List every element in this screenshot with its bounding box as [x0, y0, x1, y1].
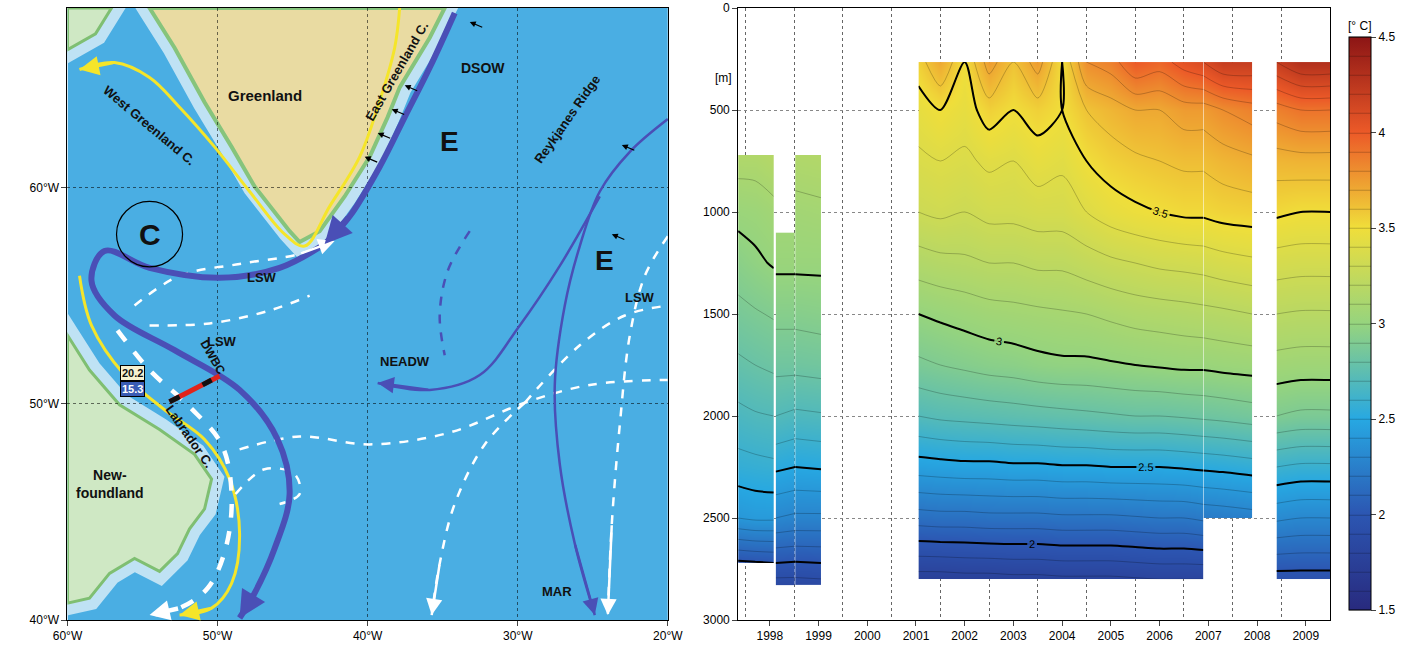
svg-text:15.3: 15.3	[122, 383, 143, 395]
svg-text:60°W: 60°W	[53, 629, 83, 643]
svg-text:East Greenland C.: East Greenland C.	[362, 19, 431, 123]
svg-text:2004: 2004	[1049, 629, 1076, 643]
svg-text:1000: 1000	[703, 205, 730, 219]
svg-text:40°W: 40°W	[30, 613, 60, 627]
svg-text:LSW: LSW	[625, 290, 655, 305]
svg-text:2.5: 2.5	[1378, 412, 1395, 426]
svg-text:2: 2	[1378, 508, 1385, 522]
svg-text:LSW: LSW	[207, 334, 237, 349]
svg-text:500: 500	[710, 103, 730, 117]
svg-text:1.5: 1.5	[1378, 603, 1395, 617]
svg-text:50°W: 50°W	[203, 629, 233, 643]
svg-text:3: 3	[1378, 317, 1385, 331]
svg-text:4.5: 4.5	[1378, 30, 1395, 44]
svg-text:West Greenland C.: West Greenland C.	[100, 83, 198, 169]
svg-text:[m]: [m]	[715, 71, 732, 85]
svg-text:C: C	[139, 218, 161, 251]
svg-text:NEADW: NEADW	[380, 354, 430, 369]
svg-text:E: E	[595, 245, 614, 276]
svg-text:3.5: 3.5	[1151, 204, 1169, 220]
svg-text:E: E	[440, 126, 459, 157]
svg-text:2000: 2000	[703, 409, 730, 423]
svg-text:1999: 1999	[805, 629, 832, 643]
svg-text:40°W: 40°W	[353, 629, 383, 643]
svg-text:2008: 2008	[1244, 629, 1271, 643]
svg-text:2: 2	[1029, 538, 1035, 550]
svg-text:Greenland: Greenland	[228, 87, 302, 104]
svg-text:20°W: 20°W	[653, 629, 683, 643]
svg-text:0: 0	[723, 1, 730, 15]
svg-text:LSW: LSW	[247, 270, 277, 285]
svg-text:DSOW: DSOW	[461, 60, 505, 76]
svg-text:[° C]: [° C]	[1348, 19, 1371, 33]
svg-text:DWBC: DWBC	[197, 337, 228, 377]
svg-text:2005: 2005	[1097, 629, 1124, 643]
svg-text:1500: 1500	[703, 307, 730, 321]
svg-text:60°W: 60°W	[30, 181, 60, 195]
svg-text:New-foundland: New-foundland	[76, 467, 144, 501]
svg-text:3.5: 3.5	[1378, 221, 1395, 235]
svg-text:2001: 2001	[903, 629, 930, 643]
svg-text:3: 3	[995, 335, 1003, 348]
svg-text:4: 4	[1378, 126, 1385, 140]
svg-text:2.5: 2.5	[1138, 461, 1153, 473]
svg-text:Labrador C.: Labrador C.	[162, 402, 216, 470]
svg-text:MAR: MAR	[542, 584, 572, 599]
svg-text:3000: 3000	[703, 613, 730, 627]
svg-text:2002: 2002	[951, 629, 978, 643]
svg-text:2003: 2003	[1000, 629, 1027, 643]
svg-text:30°W: 30°W	[503, 629, 533, 643]
svg-text:Reykjanes Ridge: Reykjanes Ridge	[531, 72, 603, 166]
svg-text:2500: 2500	[703, 511, 730, 525]
svg-text:20.2: 20.2	[122, 367, 143, 379]
svg-text:2009: 2009	[1292, 629, 1319, 643]
svg-text:50°W: 50°W	[30, 397, 60, 411]
svg-text:1998: 1998	[756, 629, 783, 643]
svg-text:2007: 2007	[1195, 629, 1222, 643]
svg-text:2006: 2006	[1146, 629, 1173, 643]
svg-text:2000: 2000	[854, 629, 881, 643]
